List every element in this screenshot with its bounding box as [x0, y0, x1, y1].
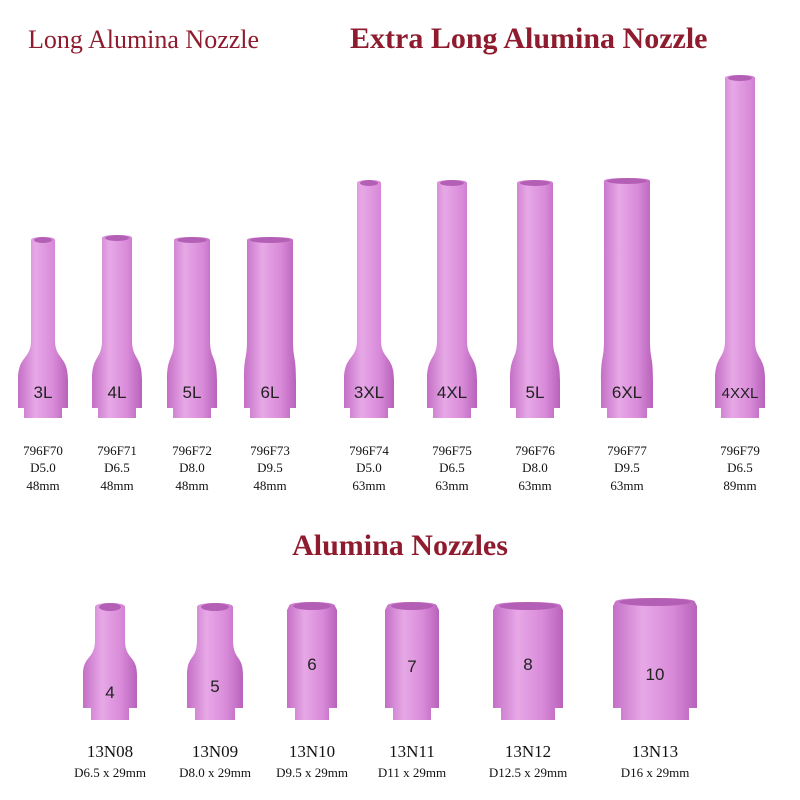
- length: 48mm: [253, 478, 286, 493]
- nozzle: [167, 237, 217, 418]
- nozzle: [715, 75, 765, 418]
- length: 48mm: [175, 478, 208, 493]
- size: D8.0 x 29mm: [179, 765, 251, 780]
- length: 63mm: [610, 478, 643, 493]
- nozzle-marking: 6L: [261, 383, 280, 402]
- part-number: 13N12: [505, 742, 551, 761]
- nozzle-opening: [99, 603, 121, 611]
- nozzle-opening: [201, 603, 229, 611]
- nozzle-marking: 8: [523, 655, 532, 674]
- nozzle: [244, 237, 296, 418]
- nozzle-opening: [250, 237, 290, 243]
- nozzle: [83, 603, 137, 720]
- nozzle-marking: 4XXL: [722, 385, 759, 402]
- nozzle-opening: [607, 178, 647, 184]
- diameter: D6.5: [104, 460, 130, 475]
- size: D11 x 29mm: [378, 765, 446, 780]
- part-number: 13N13: [632, 742, 678, 761]
- nozzle-marking: 4XL: [437, 383, 467, 402]
- diameter: D5.0: [356, 460, 382, 475]
- nozzle: [92, 235, 142, 418]
- nozzle-opening: [293, 602, 331, 610]
- diameter: D8.0: [179, 460, 205, 475]
- part-number: 13N08: [87, 742, 133, 761]
- nozzle-opening: [440, 180, 464, 186]
- part-number: 796F75: [432, 443, 472, 458]
- nozzle-opening: [177, 237, 207, 243]
- part-number: 13N11: [389, 742, 435, 761]
- length: 48mm: [100, 478, 133, 493]
- nozzle-marking: 7: [407, 657, 416, 676]
- nozzle-opening: [728, 75, 752, 81]
- length: 63mm: [518, 478, 551, 493]
- size: D6.5 x 29mm: [74, 765, 146, 780]
- diameter: D9.5: [257, 460, 283, 475]
- nozzle: [493, 602, 563, 720]
- part-number: 796F72: [172, 443, 212, 458]
- nozzle-opening: [619, 598, 691, 606]
- nozzle: [427, 180, 477, 418]
- diameter: D8.0: [522, 460, 548, 475]
- part-number: 13N09: [192, 742, 238, 761]
- nozzle-marking: 3XL: [354, 383, 384, 402]
- nozzle: [187, 603, 243, 720]
- nozzle-marking: 4L: [108, 383, 127, 402]
- nozzle: [385, 602, 439, 720]
- part-number: 796F76: [515, 443, 555, 458]
- diameter: D6.5: [727, 460, 753, 475]
- diameter: D6.5: [439, 460, 465, 475]
- nozzle-marking: 10: [646, 665, 665, 684]
- length: 63mm: [352, 478, 385, 493]
- nozzle-marking: 4: [105, 683, 114, 702]
- length: 48mm: [26, 478, 59, 493]
- part-number: 796F74: [349, 443, 389, 458]
- nozzle-opening: [391, 602, 433, 610]
- nozzle-marking: 5L: [183, 383, 202, 402]
- nozzle: [601, 178, 653, 418]
- nozzle-marking: 5L: [526, 383, 545, 402]
- part-number: 796F70: [23, 443, 63, 458]
- diameter: D9.5: [614, 460, 640, 475]
- part-number: 796F71: [97, 443, 137, 458]
- nozzle: [510, 180, 560, 418]
- nozzle: [18, 237, 68, 418]
- nozzle-opening: [105, 235, 129, 241]
- size: D9.5 x 29mm: [276, 765, 348, 780]
- heading: Extra Long Alumina Nozzle: [350, 22, 708, 55]
- diameter: D5.0: [30, 460, 56, 475]
- nozzle: [344, 180, 394, 418]
- nozzle-opening: [360, 180, 378, 186]
- part-number: 13N10: [289, 742, 335, 761]
- nozzle-opening: [520, 180, 550, 186]
- length: 63mm: [435, 478, 468, 493]
- size: D16 x 29mm: [621, 765, 690, 780]
- nozzle: [287, 602, 337, 720]
- nozzle-opening: [34, 237, 52, 243]
- nozzle-marking: 6XL: [612, 383, 642, 402]
- nozzle-opening: [499, 602, 557, 610]
- heading: Long Alumina Nozzle: [28, 25, 259, 54]
- nozzle: [613, 598, 697, 720]
- nozzle-marking: 3L: [34, 383, 53, 402]
- heading: Alumina Nozzles: [292, 529, 508, 562]
- part-number: 796F79: [720, 443, 760, 458]
- part-number: 796F77: [607, 443, 647, 458]
- part-number: 796F73: [250, 443, 290, 458]
- size: D12.5 x 29mm: [489, 765, 567, 780]
- nozzle-marking: 5: [210, 677, 219, 696]
- length: 89mm: [723, 478, 756, 493]
- nozzle-marking: 6: [307, 655, 316, 674]
